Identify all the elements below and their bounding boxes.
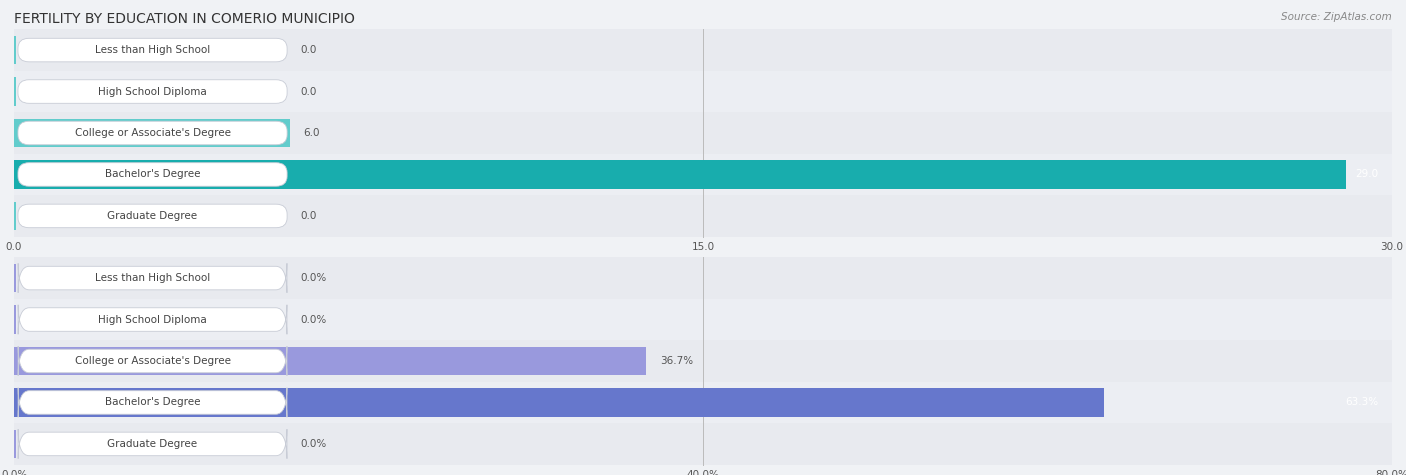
Text: Source: ZipAtlas.com: Source: ZipAtlas.com <box>1281 12 1392 22</box>
Text: 0.0%: 0.0% <box>301 439 328 449</box>
Text: FERTILITY BY EDUCATION IN COMERIO MUNICIPIO: FERTILITY BY EDUCATION IN COMERIO MUNICI… <box>14 12 354 26</box>
Text: High School Diploma: High School Diploma <box>98 86 207 96</box>
Text: 6.0: 6.0 <box>304 128 321 138</box>
Text: 36.7%: 36.7% <box>659 356 693 366</box>
Bar <box>14 161 1346 189</box>
Bar <box>14 71 1392 112</box>
Text: Graduate Degree: Graduate Degree <box>107 211 198 221</box>
Bar <box>14 257 1392 299</box>
Bar <box>14 264 15 292</box>
Bar <box>14 430 15 458</box>
Text: 0.0: 0.0 <box>301 45 316 55</box>
Bar <box>14 382 1392 423</box>
Text: Graduate Degree: Graduate Degree <box>107 439 198 449</box>
FancyBboxPatch shape <box>18 204 287 228</box>
FancyBboxPatch shape <box>18 263 287 293</box>
FancyBboxPatch shape <box>18 163 287 186</box>
Bar <box>14 347 647 375</box>
Text: 0.0: 0.0 <box>301 211 316 221</box>
Text: 63.3%: 63.3% <box>1346 398 1378 408</box>
Text: 29.0: 29.0 <box>1355 170 1378 180</box>
Bar <box>14 423 1392 465</box>
FancyBboxPatch shape <box>18 305 287 334</box>
Bar <box>14 389 1104 417</box>
Bar <box>14 340 1392 382</box>
Bar <box>14 119 290 147</box>
Text: Less than High School: Less than High School <box>96 45 209 55</box>
FancyBboxPatch shape <box>18 121 287 145</box>
Text: Bachelor's Degree: Bachelor's Degree <box>105 170 200 180</box>
Text: College or Associate's Degree: College or Associate's Degree <box>75 128 231 138</box>
Bar <box>14 202 15 230</box>
Text: High School Diploma: High School Diploma <box>98 314 207 324</box>
Bar <box>14 299 1392 340</box>
FancyBboxPatch shape <box>18 80 287 103</box>
Bar <box>14 154 1392 195</box>
FancyBboxPatch shape <box>18 429 287 459</box>
Text: College or Associate's Degree: College or Associate's Degree <box>75 356 231 366</box>
Text: 0.0%: 0.0% <box>301 273 328 283</box>
FancyBboxPatch shape <box>18 38 287 62</box>
Bar <box>14 305 15 333</box>
Bar <box>14 77 15 105</box>
Bar <box>14 195 1392 237</box>
FancyBboxPatch shape <box>18 388 287 417</box>
Text: Bachelor's Degree: Bachelor's Degree <box>105 398 200 408</box>
Bar <box>14 112 1392 154</box>
Text: 0.0: 0.0 <box>301 86 316 96</box>
Text: 0.0%: 0.0% <box>301 314 328 324</box>
Bar <box>14 36 15 64</box>
FancyBboxPatch shape <box>18 346 287 376</box>
Bar <box>14 29 1392 71</box>
Text: Less than High School: Less than High School <box>96 273 209 283</box>
